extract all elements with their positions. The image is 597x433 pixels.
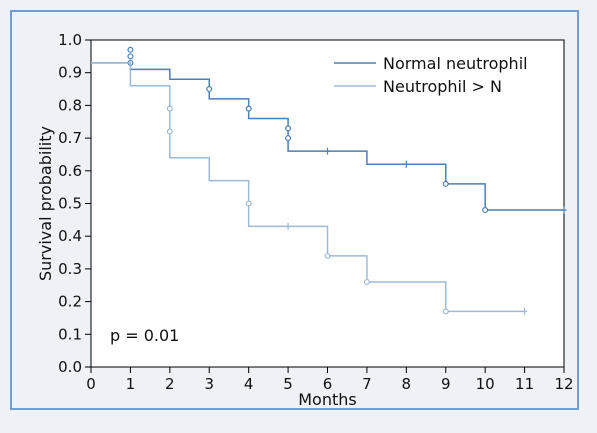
event-marker (442, 308, 449, 315)
y-tick-label: 0.2 (58, 293, 82, 311)
x-tick-label: 3 (204, 375, 214, 393)
event-marker (363, 278, 370, 285)
event-marker (206, 86, 213, 93)
x-tick-label: 12 (554, 375, 573, 393)
x-tick-label: 2 (165, 375, 175, 393)
event-marker (127, 46, 134, 53)
x-tick-label: 0 (86, 375, 96, 393)
y-axis-title: Survival probability (36, 126, 55, 281)
event-marker (324, 252, 331, 259)
event-marker (442, 180, 449, 187)
event-marker (482, 207, 489, 214)
x-tick-label: 1 (126, 375, 136, 393)
y-tick-label: 0.3 (58, 260, 82, 278)
event-marker (166, 105, 173, 112)
y-tick-label: 0.4 (58, 227, 82, 245)
legend-label: Neutrophil > N (383, 77, 502, 96)
legend: Normal neutrophil Neutrophil > N (334, 54, 528, 96)
series-1 (91, 46, 567, 214)
y-tick-label: 1.0 (58, 31, 82, 49)
y-tick-label: 0.9 (58, 64, 82, 82)
event-marker (285, 135, 292, 142)
y-tick-label: 0.6 (58, 162, 82, 180)
event-marker (245, 200, 252, 207)
y-tick-label: 0.0 (58, 358, 82, 376)
series-line (91, 62, 564, 211)
x-tick-label: 7 (362, 375, 372, 393)
x-tick-label: 9 (441, 375, 451, 393)
x-tick-label: 8 (402, 375, 412, 393)
event-marker (285, 125, 292, 132)
y-tick-label: 0.8 (58, 96, 82, 114)
p-value-annotation: p = 0.01 (110, 326, 179, 345)
x-axis-title: Months (298, 390, 356, 409)
x-tick-label: 10 (476, 375, 495, 393)
event-marker (245, 105, 252, 112)
event-marker (166, 128, 173, 135)
event-marker (127, 53, 134, 60)
x-tick-label: 5 (283, 375, 293, 393)
legend-label: Normal neutrophil (383, 54, 528, 73)
x-tick-label: 4 (244, 375, 254, 393)
x-tick-label: 11 (515, 375, 534, 393)
x-tick-label: 6 (323, 375, 333, 393)
y-tick-label: 0.1 (58, 325, 82, 343)
y-tick-label: 0.7 (58, 129, 82, 147)
series-2 (91, 62, 528, 315)
y-tick-label: 0.5 (58, 195, 82, 213)
